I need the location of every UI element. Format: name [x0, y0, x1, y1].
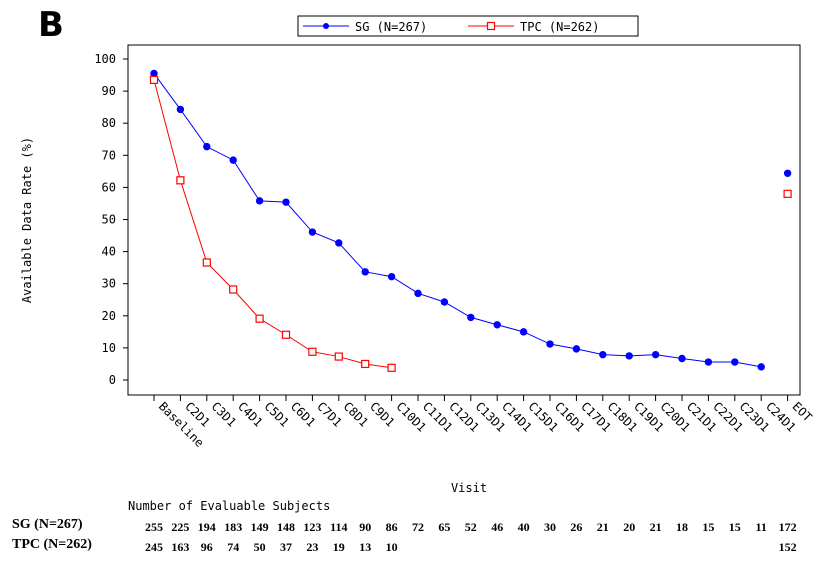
sg-point: [150, 69, 158, 78]
y-tick-label: 40: [102, 245, 116, 259]
legend-label-tpc: TPC (N=262): [520, 20, 599, 34]
sg-point: [440, 298, 449, 306]
sg-point: [519, 328, 528, 336]
tpc-point: [202, 258, 211, 267]
y-tick-label: 70: [102, 148, 116, 162]
tpc-point: [783, 189, 792, 198]
legend-marker-sg: [323, 23, 329, 29]
series-line-sg: [153, 73, 762, 368]
y-tick-label: 100: [94, 52, 116, 66]
x-tick-label: C3D1: [209, 399, 239, 429]
tpc-point: [229, 285, 238, 294]
x-axis-label: Visit: [451, 481, 487, 495]
tpc-point: [308, 347, 317, 356]
y-tick-label: 10: [102, 341, 116, 355]
sg-point: [599, 350, 607, 359]
legend-label-sg: SG (N=267): [355, 20, 427, 34]
tpc-point: [334, 352, 343, 361]
x-tick-label: C9D1: [367, 399, 397, 429]
tpc-point: [255, 314, 264, 323]
sg-point: [572, 345, 581, 353]
y-tick-label: 80: [102, 116, 116, 130]
x-tick-label: C7D1: [314, 399, 344, 429]
sg-point: [335, 239, 343, 247]
sg-point: [467, 313, 475, 322]
plot-frame: [127, 44, 801, 396]
sg-point: [387, 272, 396, 281]
sg-point: [493, 321, 501, 329]
sg-point: [176, 105, 185, 114]
y-tick-label: 60: [102, 180, 116, 194]
x-tick-label: C5D1: [261, 399, 291, 429]
sg-point: [678, 354, 686, 363]
legend-marker-tpc: [486, 21, 496, 31]
y-tick-label: 20: [102, 309, 116, 323]
tpc-point: [361, 359, 370, 369]
sg-point: [546, 340, 554, 348]
tpc-point: [281, 330, 291, 339]
sg-point: [414, 289, 422, 298]
tpc-point: [176, 176, 185, 185]
y-tick-label: 0: [109, 373, 116, 387]
sg-point: [229, 156, 237, 164]
sg-point: [651, 350, 660, 359]
x-tick-label: C4D1: [235, 399, 265, 429]
sg-point: [308, 228, 317, 236]
sg-point: [704, 358, 713, 366]
y-axis-label: Available Data Rate (%): [20, 137, 34, 303]
tpc-point: [387, 363, 396, 372]
tpc-point: [149, 75, 159, 84]
series-line-tpc: [153, 79, 392, 369]
sg-point: [282, 198, 290, 206]
y-tick-label: 90: [102, 84, 116, 98]
sg-point: [203, 142, 211, 151]
sg-point: [255, 197, 264, 205]
y-tick-label: 30: [102, 277, 116, 291]
sg-point: [361, 268, 369, 276]
y-tick-label: 50: [102, 213, 116, 227]
sg-point: [783, 169, 792, 177]
sg-point: [757, 363, 765, 371]
sg-point: [731, 358, 739, 366]
panel-label: B: [38, 5, 64, 45]
sg-point: [625, 352, 633, 360]
x-tick-label: C6D1: [288, 399, 318, 429]
x-tick-label: C8D1: [341, 399, 371, 429]
